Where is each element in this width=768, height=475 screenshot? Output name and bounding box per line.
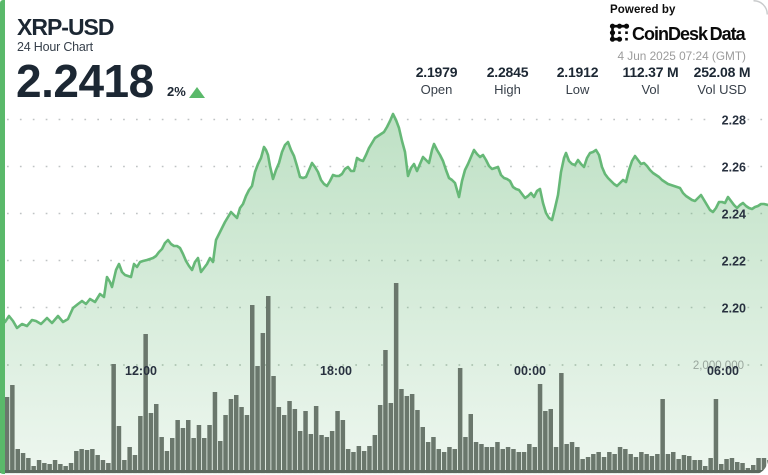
svg-text:12:00: 12:00 <box>125 364 157 378</box>
svg-text:2.28: 2.28 <box>722 114 746 128</box>
svg-text:06:00: 06:00 <box>707 364 739 378</box>
svg-text:2.20: 2.20 <box>722 302 746 316</box>
svg-text:18:00: 18:00 <box>320 364 352 378</box>
svg-text:2,000,000: 2,000,000 <box>693 360 744 372</box>
svg-text:00:00: 00:00 <box>514 364 546 378</box>
svg-text:2.26: 2.26 <box>722 161 746 175</box>
svg-text:2.22: 2.22 <box>722 255 746 269</box>
svg-text:2.24: 2.24 <box>722 208 746 222</box>
